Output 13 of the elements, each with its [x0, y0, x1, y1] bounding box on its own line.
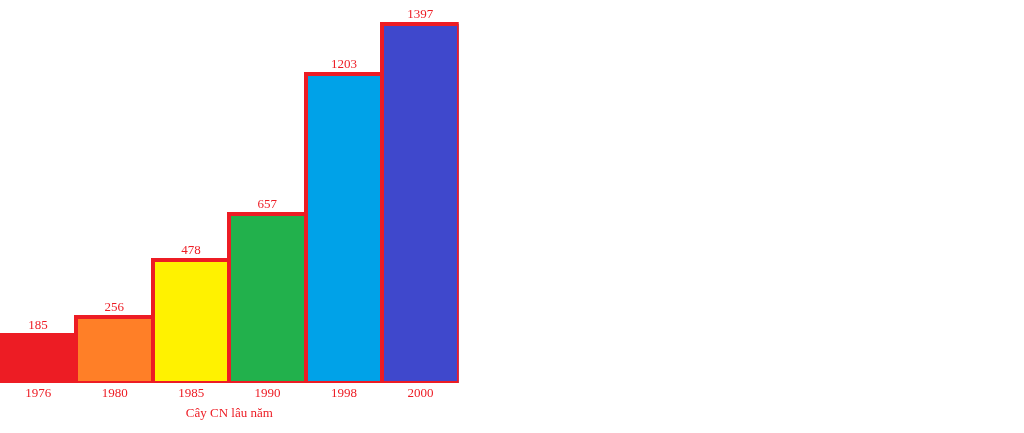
data-label: 256 [104, 299, 125, 314]
x-tick-label: 1980 [101, 385, 128, 400]
x-tick-label: 2000 [407, 385, 434, 400]
x-tick-label: 1998 [331, 385, 358, 400]
x-tick-label: 1990 [254, 385, 281, 400]
x-axis-title: Cây CN lâu năm [185, 404, 273, 420]
data-label: 1203 [331, 56, 357, 71]
data-label: 185 [28, 317, 48, 332]
data-label: 478 [181, 242, 201, 257]
x-tick-label: 1976 [25, 385, 52, 400]
data-label: 657 [257, 196, 278, 211]
data-label: 1397 [407, 6, 434, 21]
x-tick-label: 1985 [178, 385, 205, 400]
